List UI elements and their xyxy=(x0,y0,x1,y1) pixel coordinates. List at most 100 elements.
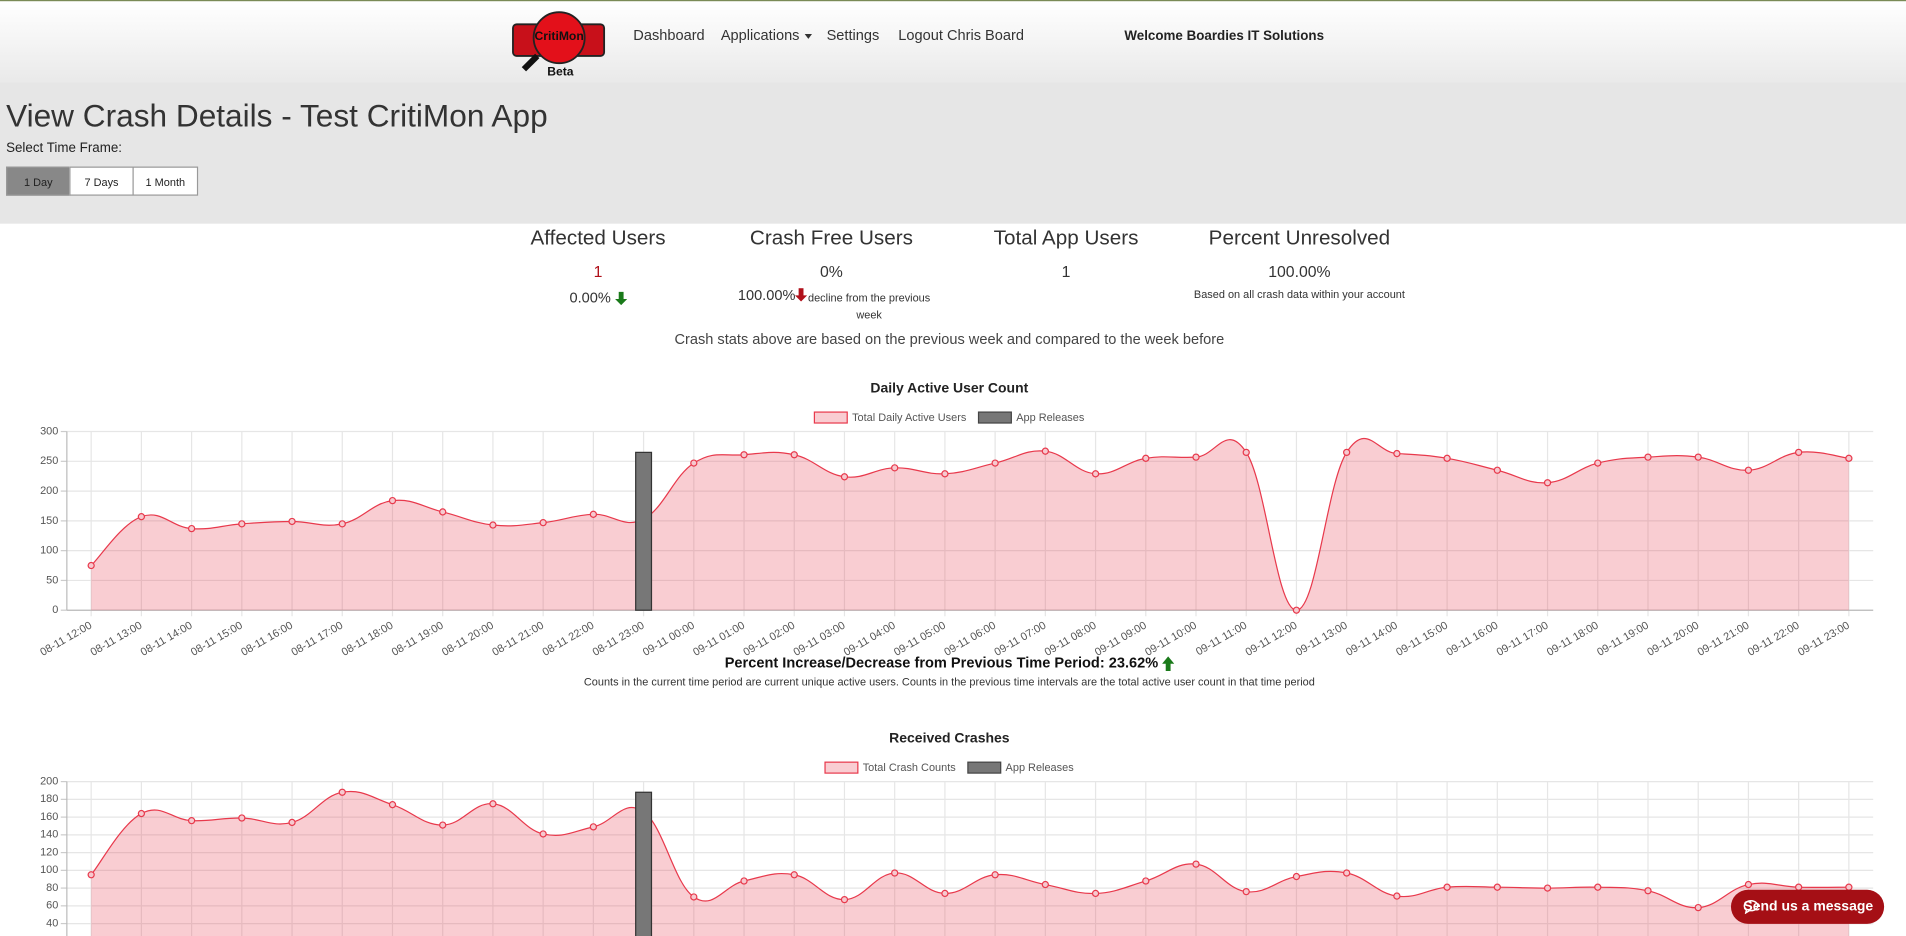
release-bar xyxy=(635,451,653,611)
y-tick-label: 250 xyxy=(40,455,58,467)
data-point xyxy=(1091,889,1100,898)
data-point xyxy=(1644,887,1652,895)
x-tick-label: 09-11 23:00 xyxy=(1796,620,1852,659)
data-point xyxy=(238,520,246,528)
nav-dropdown[interactable]: Applications xyxy=(721,27,812,44)
stat-note: decline from the previous week xyxy=(808,291,931,321)
data-point xyxy=(338,788,346,796)
x-tick-label: 09-11 20:00 xyxy=(1645,620,1701,659)
data-point xyxy=(790,451,798,459)
legend: Total Daily Active Users App Releases xyxy=(813,411,1085,424)
y-tick-label: 200 xyxy=(40,485,58,497)
x-tick-label: 09-11 19:00 xyxy=(1595,620,1651,659)
data-point xyxy=(589,823,598,831)
x-tick-label: 09-11 06:00 xyxy=(942,620,998,659)
data-point xyxy=(238,814,246,822)
x-tick-label: 09-11 15:00 xyxy=(1394,620,1450,659)
stat-note: Based on all crash data within your acco… xyxy=(1193,288,1405,301)
x-tick-label: 08-11 21:00 xyxy=(490,620,546,659)
x-tick-label: 08-11 20:00 xyxy=(440,620,496,659)
x-tick-label: 09-11 00:00 xyxy=(641,620,697,659)
timeframe-button[interactable]: 1 Month xyxy=(132,166,199,196)
data-point xyxy=(87,561,95,570)
data-point xyxy=(288,818,296,827)
y-tick-label: 100 xyxy=(40,545,58,557)
stat-title: Affected Users xyxy=(530,226,666,250)
timeframe-button[interactable]: 7 Days xyxy=(69,166,134,196)
x-tick-label: 09-11 21:00 xyxy=(1696,620,1752,659)
legend-label: App Releases xyxy=(1016,412,1085,424)
x-tick-label: 09-11 07:00 xyxy=(992,620,1048,659)
chat-button-text: Send us a message xyxy=(1743,899,1874,915)
data-point xyxy=(1041,447,1049,455)
data-point xyxy=(690,459,698,467)
timeframe-label: Select Time Frame: xyxy=(6,141,122,156)
y-tick-label: 150 xyxy=(40,515,58,527)
data-point xyxy=(1242,448,1250,457)
data-point xyxy=(1594,459,1602,467)
data-point xyxy=(187,817,196,825)
data-point xyxy=(1694,453,1702,461)
percent-change-text: Percent Increase/Decrease from Previous … xyxy=(724,653,1159,671)
nav-link[interactable]: Dashboard xyxy=(633,26,705,44)
nav-link[interactable]: Settings xyxy=(826,26,880,44)
data-point xyxy=(941,889,949,898)
data-point xyxy=(991,459,999,467)
data-point xyxy=(840,895,849,904)
x-tick-label: 08-11 19:00 xyxy=(390,620,446,659)
logo[interactable]: CritiMon Beta xyxy=(511,7,608,80)
data-point xyxy=(1443,883,1451,891)
logo-subtext: Beta xyxy=(547,64,574,78)
data-point xyxy=(1343,869,1351,877)
release-bar xyxy=(635,791,653,936)
area-fill xyxy=(91,791,1849,936)
page-title: View Crash Details - Test CritiMon App xyxy=(6,97,548,134)
nav-link[interactable]: Logout Chris Board xyxy=(898,26,1024,44)
y-tick-label: 160 xyxy=(40,811,58,823)
welcome-text: Welcome Boardies IT Solutions xyxy=(1124,29,1325,44)
x-tick-label: 09-11 04:00 xyxy=(842,620,898,659)
stat-value: 1 xyxy=(1061,262,1071,281)
data-point xyxy=(1393,892,1401,900)
data-point xyxy=(1292,872,1301,881)
data-point xyxy=(891,464,899,472)
data-point xyxy=(439,821,447,829)
data-point xyxy=(740,451,748,459)
stat-title: Crash Free Users xyxy=(749,226,913,250)
legend: Total Crash Counts App Releases xyxy=(824,761,1074,774)
y-tick-label: 40 xyxy=(46,917,58,929)
legend-label: Total Crash Counts xyxy=(863,762,957,774)
logo-graphic: CritiMon Beta xyxy=(512,11,606,78)
x-tick-label: 09-11 10:00 xyxy=(1143,620,1199,659)
chat-button[interactable]: Send us a message xyxy=(1730,889,1885,924)
x-tick-label: 09-11 16:00 xyxy=(1444,620,1500,659)
x-tick-label: 08-11 13:00 xyxy=(88,620,144,659)
logo-circle xyxy=(532,11,586,65)
data-point xyxy=(1192,860,1200,868)
data-point xyxy=(1343,448,1351,457)
x-tick-label: 09-11 12:00 xyxy=(1244,620,1300,659)
legend-swatch xyxy=(967,761,1002,774)
x-tick-label: 09-11 17:00 xyxy=(1495,620,1551,659)
data-point xyxy=(1142,877,1150,885)
y-tick-label: 200 xyxy=(40,775,58,787)
data-point xyxy=(1694,903,1702,912)
stats-note: Crash stats above are based on the previ… xyxy=(674,330,1225,348)
data-point xyxy=(1393,449,1401,458)
x-tick-label: 08-11 12:00 xyxy=(38,620,94,659)
area-fill xyxy=(91,438,1849,611)
chat-icon xyxy=(1743,900,1759,915)
data-point xyxy=(489,521,497,529)
stat-card: Crash Free Users 0% xyxy=(710,226,953,281)
x-tick-label: 09-11 03:00 xyxy=(792,620,848,659)
y-tick-label: 80 xyxy=(46,882,58,894)
data-point xyxy=(288,517,296,526)
stat-value: 1 xyxy=(593,262,603,281)
data-point xyxy=(388,801,397,809)
percent-change: Percent Increase/Decrease from Previous … xyxy=(0,654,1899,671)
data-point xyxy=(338,520,346,528)
data-point xyxy=(1744,466,1753,474)
y-tick-label: 300 xyxy=(40,425,58,437)
x-tick-label: 08-11 17:00 xyxy=(289,620,345,659)
